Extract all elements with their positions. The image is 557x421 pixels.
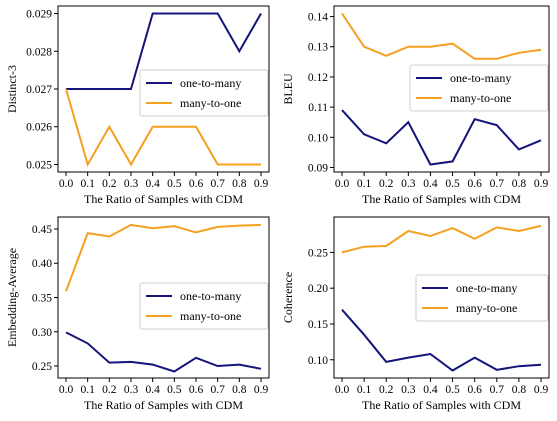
chart-panel-0: 0.0 0.1 0.2 0.3 0.4 0.5 0.6 0.7 0.8 0.9 0.025 0.026…: [5, 5, 270, 206]
x-tick-label: 0.4: [145, 384, 160, 396]
y-tick-label: 0.40: [32, 258, 52, 270]
legend-label: many-to-one: [450, 91, 511, 105]
x-tick-label: 0.5: [445, 384, 460, 396]
legend: one-to-many many-to-one: [139, 282, 269, 330]
x-axis-label: The Ratio of Samples with CDM: [362, 192, 521, 206]
x-tick-label: 0.4: [423, 178, 438, 190]
y-tick-label: 0.09: [308, 162, 328, 174]
x-axis-label: The Ratio of Samples with CDM: [84, 398, 243, 412]
x-tick-label: 0.3: [124, 384, 139, 396]
legend-label: one-to-many: [456, 281, 517, 295]
x-tick-label: 0.1: [80, 384, 95, 396]
plot-frame: [333, 216, 550, 379]
y-tick-label: 0.12: [308, 72, 328, 84]
chart-panel-3: 0.0 0.1 0.2 0.3 0.4 0.5 0.6 0.7 0.8 0.9 0.10 0.15 0.…: [281, 216, 550, 412]
x-tick-label: 0.7: [490, 178, 505, 190]
y-tick-label: 0.11: [308, 102, 328, 114]
series-line-one-to-many: [66, 12, 262, 90]
x-tick-label: 0.5: [167, 178, 182, 190]
y-tick-label: 0.13: [308, 42, 328, 54]
x-tick-label: 0.5: [167, 384, 182, 396]
legend-box: [139, 69, 269, 117]
legend-box: [139, 282, 269, 330]
y-tick-label: 0.25: [32, 361, 52, 373]
y-tick-label: 0.029: [26, 9, 52, 21]
x-axis-label: The Ratio of Samples with CDM: [362, 398, 521, 412]
x-tick-label: 0.0: [59, 384, 74, 396]
x-tick-label: 0.7: [210, 178, 225, 190]
y-tick-label: 0.14: [308, 12, 328, 24]
x-tick-label: 0.8: [232, 384, 247, 396]
series-line-one-to-many: [65, 331, 262, 373]
x-tick-label: 0.5: [445, 178, 460, 190]
legend-label: many-to-one: [456, 301, 517, 315]
x-tick-label: 0.6: [189, 384, 204, 396]
legend-label: one-to-many: [180, 76, 241, 90]
chart-panel-1: 0.0 0.1 0.2 0.3 0.4 0.5 0.6 0.7 0.8 0.9 0.09 0.10 0.…: [281, 5, 550, 206]
x-tick-label: 0.1: [80, 178, 95, 190]
series-line-one-to-many: [341, 309, 542, 372]
x-tick-label: 0.8: [512, 178, 527, 190]
series-line-one-to-many: [341, 109, 542, 166]
x-tick-label: 0.4: [423, 384, 438, 396]
y-axis-label: BLEU: [281, 73, 295, 105]
legend: one-to-many many-to-one: [139, 69, 269, 117]
y-axis-label: Distinct-3: [5, 65, 19, 113]
x-tick-label: 0.2: [102, 384, 117, 396]
x-tick-label: 0.4: [145, 178, 160, 190]
x-axis-label: The Ratio of Samples with CDM: [84, 192, 243, 206]
y-tick-label: 0.028: [26, 46, 52, 58]
x-tick-label: 0.9: [254, 178, 269, 190]
y-tick-label: 0.20: [308, 283, 328, 295]
x-tick-label: 0.6: [467, 178, 482, 190]
x-tick-label: 0.0: [59, 178, 74, 190]
x-tick-label: 0.8: [512, 384, 527, 396]
x-tick-label: 0.6: [467, 384, 482, 396]
x-tick-label: 0.0: [335, 384, 350, 396]
y-tick-label: 0.25: [308, 247, 328, 259]
x-tick-label: 0.3: [124, 178, 139, 190]
x-tick-label: 0.8: [232, 178, 247, 190]
series-line-many-to-one: [65, 223, 262, 292]
x-tick-label: 0.9: [254, 384, 269, 396]
legend-box: [415, 274, 549, 322]
x-tick-label: 0.7: [210, 384, 225, 396]
x-tick-label: 0.1: [357, 384, 372, 396]
y-tick-label: 0.45: [32, 224, 52, 236]
x-tick-label: 0.3: [401, 178, 416, 190]
series-line-many-to-one: [341, 12, 542, 60]
y-tick-label: 0.10: [308, 355, 328, 367]
legend-label: one-to-many: [180, 289, 241, 303]
y-tick-label: 0.026: [26, 122, 52, 134]
y-tick-label: 0.025: [26, 159, 52, 171]
x-tick-label: 0.9: [534, 178, 549, 190]
legend: one-to-many many-to-one: [409, 64, 549, 112]
x-tick-label: 0.7: [490, 384, 505, 396]
series-line-many-to-one: [65, 88, 261, 168]
x-tick-label: 0.1: [357, 178, 372, 190]
legend-label: one-to-many: [450, 71, 511, 85]
x-tick-label: 0.2: [379, 384, 394, 396]
legend-label: many-to-one: [180, 309, 241, 323]
x-tick-label: 0.9: [534, 384, 549, 396]
y-axis-label: Embedding-Average: [5, 248, 19, 347]
x-tick-label: 0.0: [335, 178, 350, 190]
y-tick-label: 0.15: [308, 319, 328, 331]
x-tick-label: 0.2: [102, 178, 117, 190]
y-axis-label: Coherence: [281, 272, 295, 323]
series-line-many-to-one: [341, 224, 542, 254]
chart-panel-2: 0.0 0.1 0.2 0.3 0.4 0.5 0.6 0.7 0.8 0.9 0.25 0.30 0.…: [5, 216, 270, 412]
legend-box: [409, 64, 549, 112]
y-tick-label: 0.35: [32, 293, 52, 305]
y-tick-label: 0.30: [32, 327, 52, 339]
plot-frame: [333, 5, 550, 173]
y-tick-label: 0.10: [308, 132, 328, 144]
x-tick-label: 0.6: [189, 178, 204, 190]
legend-label: many-to-one: [180, 96, 241, 110]
x-tick-label: 0.3: [401, 384, 416, 396]
legend: one-to-many many-to-one: [415, 274, 549, 322]
x-tick-label: 0.2: [379, 178, 394, 190]
y-tick-label: 0.027: [26, 84, 52, 96]
